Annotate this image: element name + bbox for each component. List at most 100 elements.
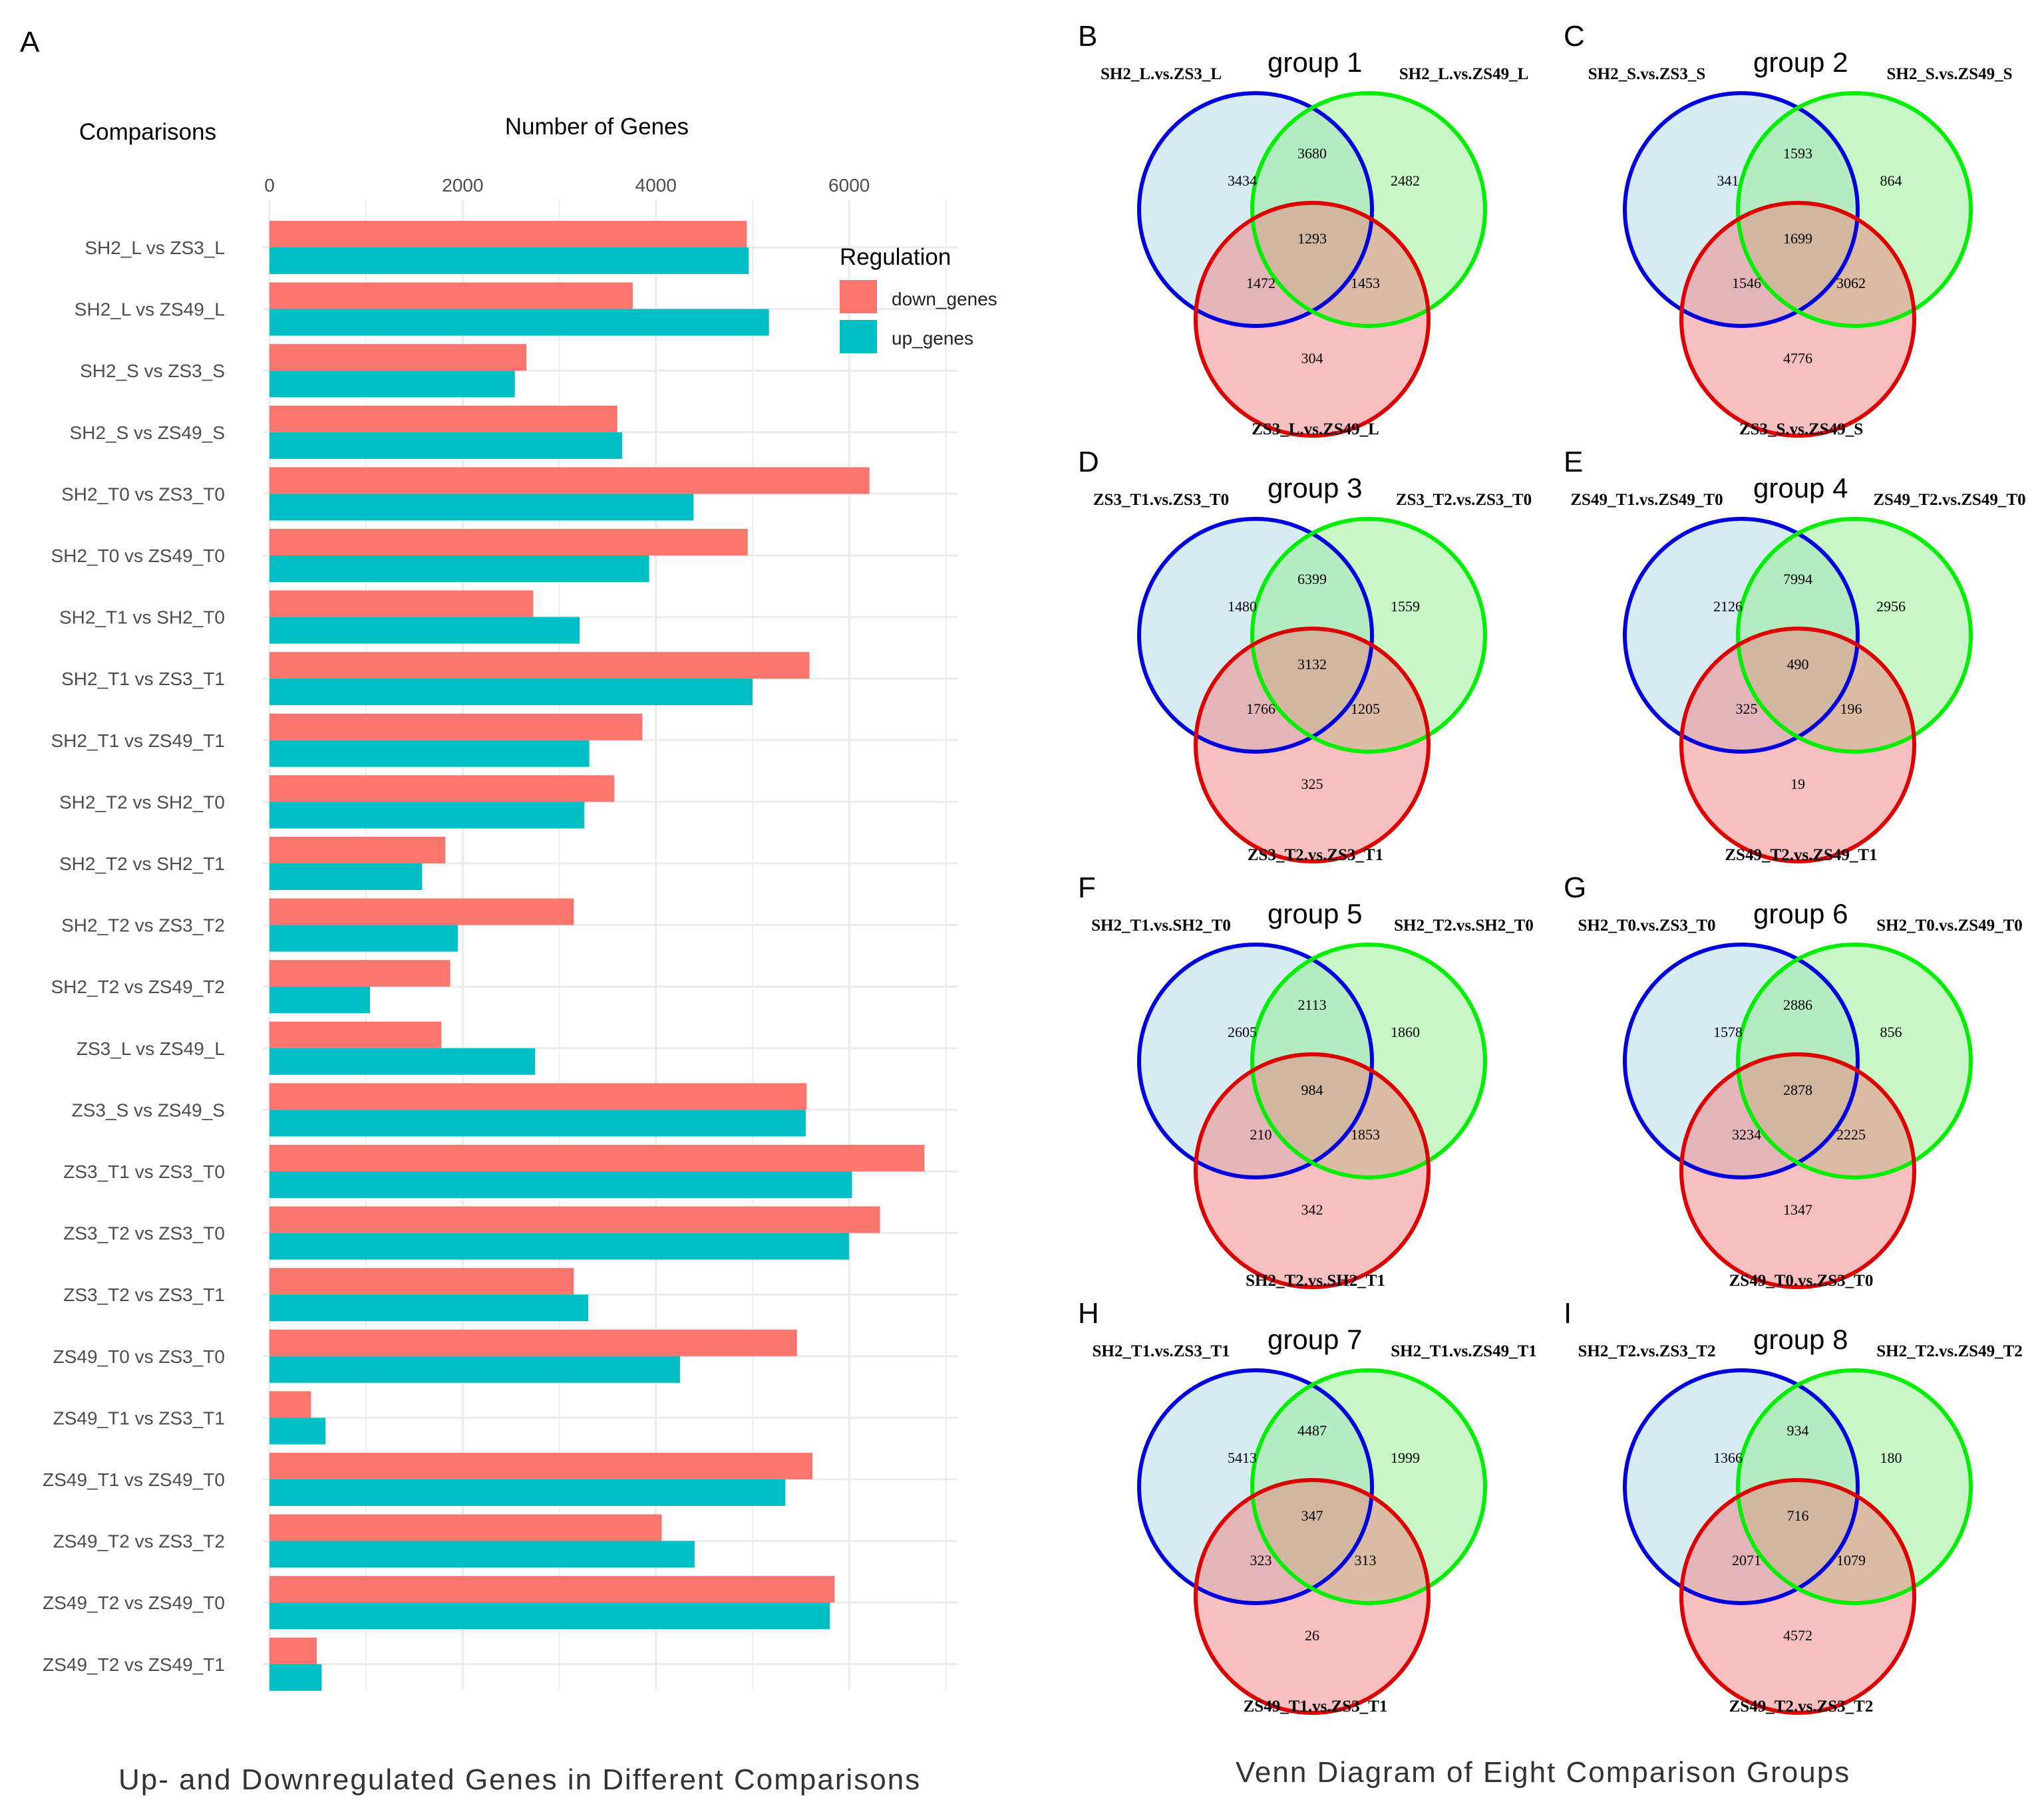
bar-up_genes [269, 740, 590, 767]
venn-region-all: 490 [1787, 656, 1809, 673]
bar-up_genes [269, 1356, 681, 1383]
bar-up_genes [269, 432, 622, 459]
bar-up_genes [269, 494, 694, 521]
bar-down_genes [269, 713, 643, 740]
venn-title: group 3 [1268, 472, 1363, 504]
x-tick-labels: 0 2000 4000 6000 [264, 175, 870, 196]
legend-label-down: down_genes [892, 289, 997, 309]
venn-region-s23: 1453 [1351, 275, 1380, 291]
venn-region-only1: 341 [1717, 172, 1739, 189]
venn-region-all: 716 [1787, 1507, 1809, 1524]
venn-region-all: 1699 [1783, 230, 1812, 247]
venn-circle-set2 [1250, 91, 1487, 328]
category-label: SH2_T2 vs SH2_T1 [59, 853, 225, 874]
venn-set-label-3: ZS49_T0.vs.ZS3_T0 [1729, 1272, 1874, 1290]
bar-up_genes [269, 1294, 589, 1322]
bar-up_genes [269, 617, 580, 644]
venn-region-s23: 3062 [1836, 275, 1866, 291]
bar-up_genes [269, 925, 458, 952]
bar-up_genes [269, 309, 769, 336]
bars [269, 221, 925, 1691]
venn-fill [1196, 629, 1429, 861]
venn-region-only1: 1578 [1713, 1024, 1743, 1040]
panel-letter: C [1564, 20, 1585, 53]
panel-letter-a: A [20, 26, 40, 59]
venn-region-only2: 2482 [1391, 172, 1420, 189]
venn-circle-set2 [1250, 517, 1487, 754]
venn-circle-set2 [1736, 1368, 1973, 1605]
venn-set-label-1: SH2_L.vs.ZS3_L [1100, 65, 1222, 83]
venn-circle-set1 [1137, 517, 1374, 754]
category-labels: SH2_L vs ZS3_L SH2_L vs ZS49_L SH2_S vs ZS… [43, 237, 225, 1675]
venn-region-only1: 3434 [1228, 172, 1257, 189]
venn-set-label-3: ZS3_S.vs.ZS49_S [1739, 420, 1864, 438]
venn-region-s12: 7994 [1783, 571, 1812, 587]
legend-swatch-down [840, 280, 877, 313]
venn-fill [1196, 1480, 1429, 1713]
venn-region-only2: 864 [1880, 172, 1902, 189]
venn-region-s23: 1853 [1351, 1126, 1380, 1143]
venn-region-only1: 2126 [1713, 598, 1743, 615]
venn-set-label-1: SH2_T1.vs.SH2_T0 [1091, 917, 1231, 935]
x-tick-label: 2000 [442, 175, 483, 196]
bar-down_genes [269, 1453, 813, 1479]
bar-down_genes [269, 1083, 807, 1110]
bar-down_genes [269, 405, 617, 432]
venn-fill [1681, 629, 1914, 861]
legend: Regulation down_genes up_genes [840, 244, 997, 353]
bar-down_genes [269, 1268, 574, 1295]
venn-circle-set3 [1194, 201, 1431, 438]
panel-letter: B [1078, 20, 1098, 53]
venn-circle-set3 [1679, 201, 1916, 438]
x-tick-label: 6000 [828, 175, 870, 196]
category-label: ZS3_T2 vs ZS3_T1 [63, 1284, 225, 1305]
category-label: ZS49_T2 vs ZS49_T1 [43, 1654, 225, 1675]
venn-region-s12: 2886 [1783, 996, 1812, 1013]
bar-up_genes [269, 1418, 326, 1445]
bar-down_genes [269, 1329, 797, 1356]
venn-region-s23: 1079 [1836, 1552, 1866, 1569]
venn-region-only2: 2956 [1876, 598, 1906, 615]
bar-up_genes [269, 1233, 850, 1260]
venn-circle-set1 [1137, 1368, 1374, 1605]
category-label: ZS49_T1 vs ZS49_T0 [43, 1469, 225, 1490]
venn-region-only3: 1347 [1783, 1201, 1812, 1218]
venn-circle-set1 [1137, 91, 1374, 328]
venn-region-s13: 210 [1250, 1126, 1272, 1143]
venn-region-s23: 313 [1354, 1552, 1377, 1569]
venn-region-only2: 1860 [1391, 1024, 1420, 1040]
category-label: ZS3_S vs ZS49_S [72, 1100, 225, 1120]
venn-region-s12: 6399 [1297, 571, 1327, 587]
category-label: ZS49_T2 vs ZS49_T0 [43, 1592, 225, 1613]
bar-up_genes [269, 1664, 322, 1691]
bar-up_genes [269, 1479, 786, 1506]
venn-circle-set2 [1250, 1368, 1487, 1605]
venn-circles [1137, 517, 1487, 863]
venn-circle-set3 [1679, 1052, 1916, 1289]
venn-set-label-1: ZS3_T1.vs.ZS3_T0 [1093, 491, 1230, 509]
venn-circle-set1 [1623, 517, 1860, 754]
legend-swatch-up [840, 320, 877, 353]
venn-region-s13: 323 [1250, 1552, 1272, 1569]
venn-circle-set2 [1736, 943, 1973, 1179]
y-axis-title: Comparisons [79, 119, 216, 145]
venn-fill [1681, 1480, 1914, 1713]
venn-title: group 1 [1268, 47, 1363, 78]
bar-up_genes [269, 1048, 536, 1075]
venn-circles [1623, 943, 1973, 1289]
bar-up_genes [269, 1110, 806, 1137]
category-label: SH2_S vs ZS49_S [70, 422, 225, 443]
venn-circle-set3 [1194, 1052, 1431, 1289]
venn-circle-set1 [1623, 943, 1860, 1179]
venn-fill [1681, 1054, 1914, 1287]
venn-region-only2: 1999 [1391, 1449, 1420, 1466]
panel-letter: G [1564, 871, 1587, 904]
venn-circle-set2 [1736, 91, 1973, 328]
venn-circle-set3 [1679, 1478, 1916, 1715]
venn-region-s13: 325 [1735, 700, 1758, 717]
bar-down_genes [269, 467, 870, 494]
bar-up_genes [269, 1602, 830, 1630]
category-label: SH2_T2 vs ZS49_T2 [51, 976, 225, 997]
